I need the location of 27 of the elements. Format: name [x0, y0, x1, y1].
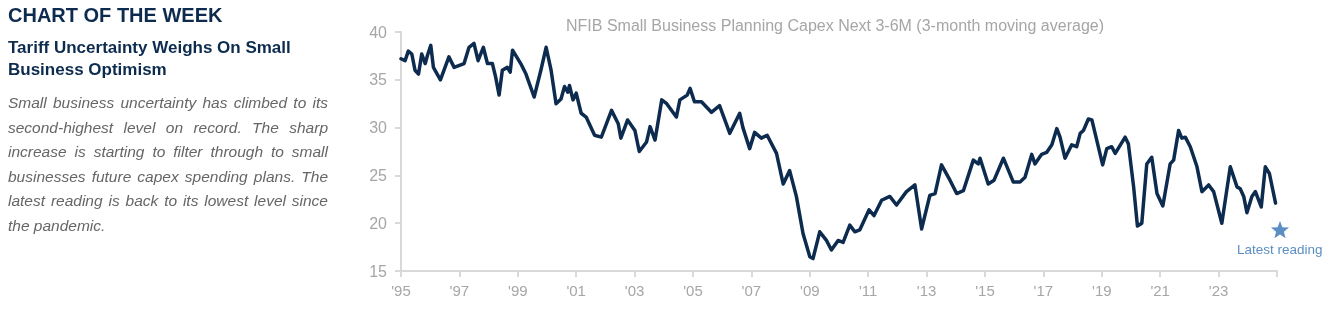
x-tick-label: '03	[624, 282, 645, 299]
x-tick-label: '01	[566, 282, 586, 299]
y-tick-label: 40	[369, 23, 388, 41]
y-tick-label: 15	[369, 262, 388, 280]
annotation: Latest reading	[1236, 241, 1323, 257]
x-tick-label: '15	[975, 282, 995, 299]
x-tick-label: '11	[858, 282, 878, 299]
x-tick-label: '21	[1150, 282, 1170, 299]
y-tick-label: 30	[369, 119, 388, 137]
x-tick-label: '17	[1033, 282, 1054, 299]
x-tick-label: '09	[800, 282, 820, 299]
x-tick-label: '13	[916, 282, 937, 299]
y-tick-label: 35	[369, 71, 388, 89]
x-tick-label: '97	[449, 282, 470, 299]
x-tick-label: '19	[1092, 282, 1112, 299]
text: Small business uncertainty has climbed to its second-highest level on record. The sharp increase is starting to filter through to small businesses future capex spending plans. The latest reading is back to its lowest level since the pandemic.	[8, 93, 328, 236]
x-tick-label: '95	[391, 282, 411, 299]
line-series	[399, 41, 1278, 261]
x-tick-label: '23	[1208, 282, 1229, 299]
text: CHART OF THE WEEK	[8, 4, 224, 27]
x-tick-label: '07	[741, 282, 762, 299]
chart-title: NFIB Small Business Planning Capex Next 3-6M (3-month moving average)	[565, 16, 1105, 34]
y-tick-label: 25	[369, 166, 388, 184]
x-tick-label: '99	[508, 282, 528, 299]
y-tick-label: 20	[369, 214, 388, 232]
text: Tariff Uncertainty Weighs On Small Business Optimism	[8, 37, 292, 81]
x-tick-label: '05	[683, 282, 703, 299]
